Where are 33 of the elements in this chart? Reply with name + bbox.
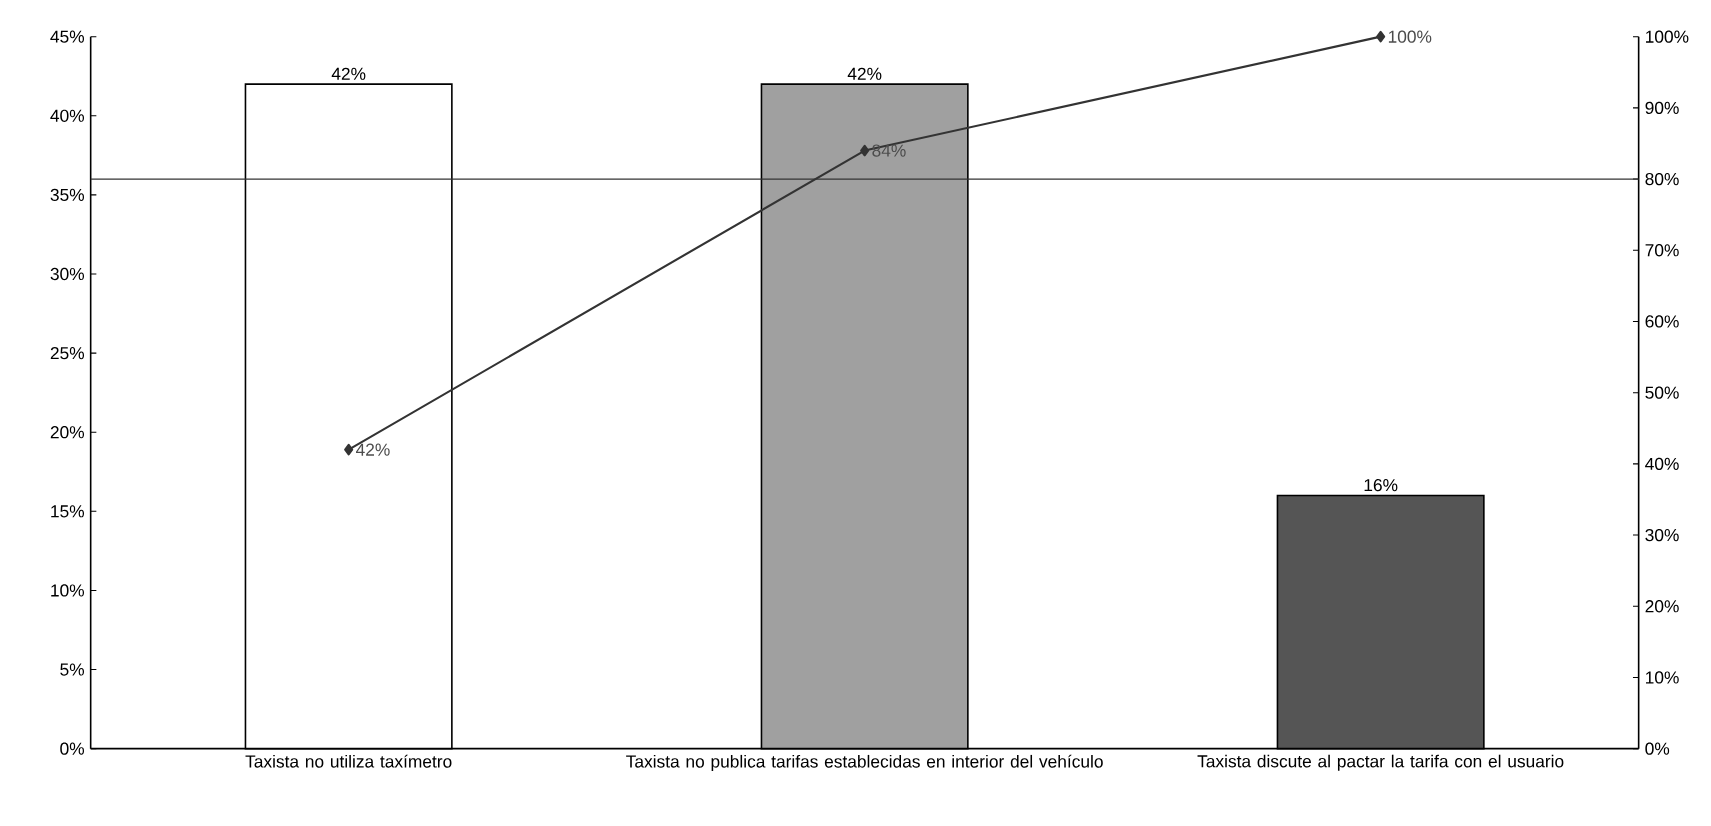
y2-tick-label: 100% <box>1646 30 1689 43</box>
y-tick-label: 5% <box>60 663 85 676</box>
y-tick-label: 25% <box>50 346 85 360</box>
data-label: 42% <box>356 443 390 456</box>
y-tick-label: 15% <box>51 505 85 518</box>
y-tick-label: 35% <box>50 188 85 202</box>
y2-tick-label: 40% <box>1645 457 1679 470</box>
y2-tick-label: 0% <box>1645 742 1670 755</box>
y-tick-label: 30% <box>50 267 85 281</box>
data-label: 42% <box>847 67 882 80</box>
y2-tick-label: 90% <box>1645 101 1679 114</box>
y-tick-label: 10% <box>51 584 85 597</box>
data-label: 16% <box>1364 478 1398 492</box>
y-tick-label: 45% <box>50 30 85 43</box>
point <box>860 144 870 157</box>
data-label: 100% <box>1388 30 1432 43</box>
point <box>344 443 354 456</box>
y-tick-label: 0% <box>60 742 85 755</box>
x-tick-label: Taxista discute al pactar la tarifa con el usuario <box>1197 754 1564 771</box>
y-tick-label: 20% <box>50 426 85 439</box>
y2-tick-label: 50% <box>1645 386 1679 399</box>
y2-tick-label: 20% <box>1645 600 1679 613</box>
x-tick-label: Taxista no utiliza taxímetro <box>245 754 452 768</box>
point <box>1376 30 1386 43</box>
y2-tick-label: 70% <box>1645 244 1679 257</box>
x-tick-label: Taxista no publica tarifas establecidas en interior del vehículo <box>626 754 1103 772</box>
data-label: 42% <box>331 67 366 80</box>
data-label: 84% <box>872 144 906 157</box>
y2-tick-label: 80% <box>1645 172 1679 186</box>
y2-tick-label: 60% <box>1645 315 1679 328</box>
y2-tick-label: 30% <box>1645 528 1679 542</box>
y-tick-label: 40% <box>50 109 85 122</box>
y2-tick-label: 10% <box>1646 671 1679 684</box>
